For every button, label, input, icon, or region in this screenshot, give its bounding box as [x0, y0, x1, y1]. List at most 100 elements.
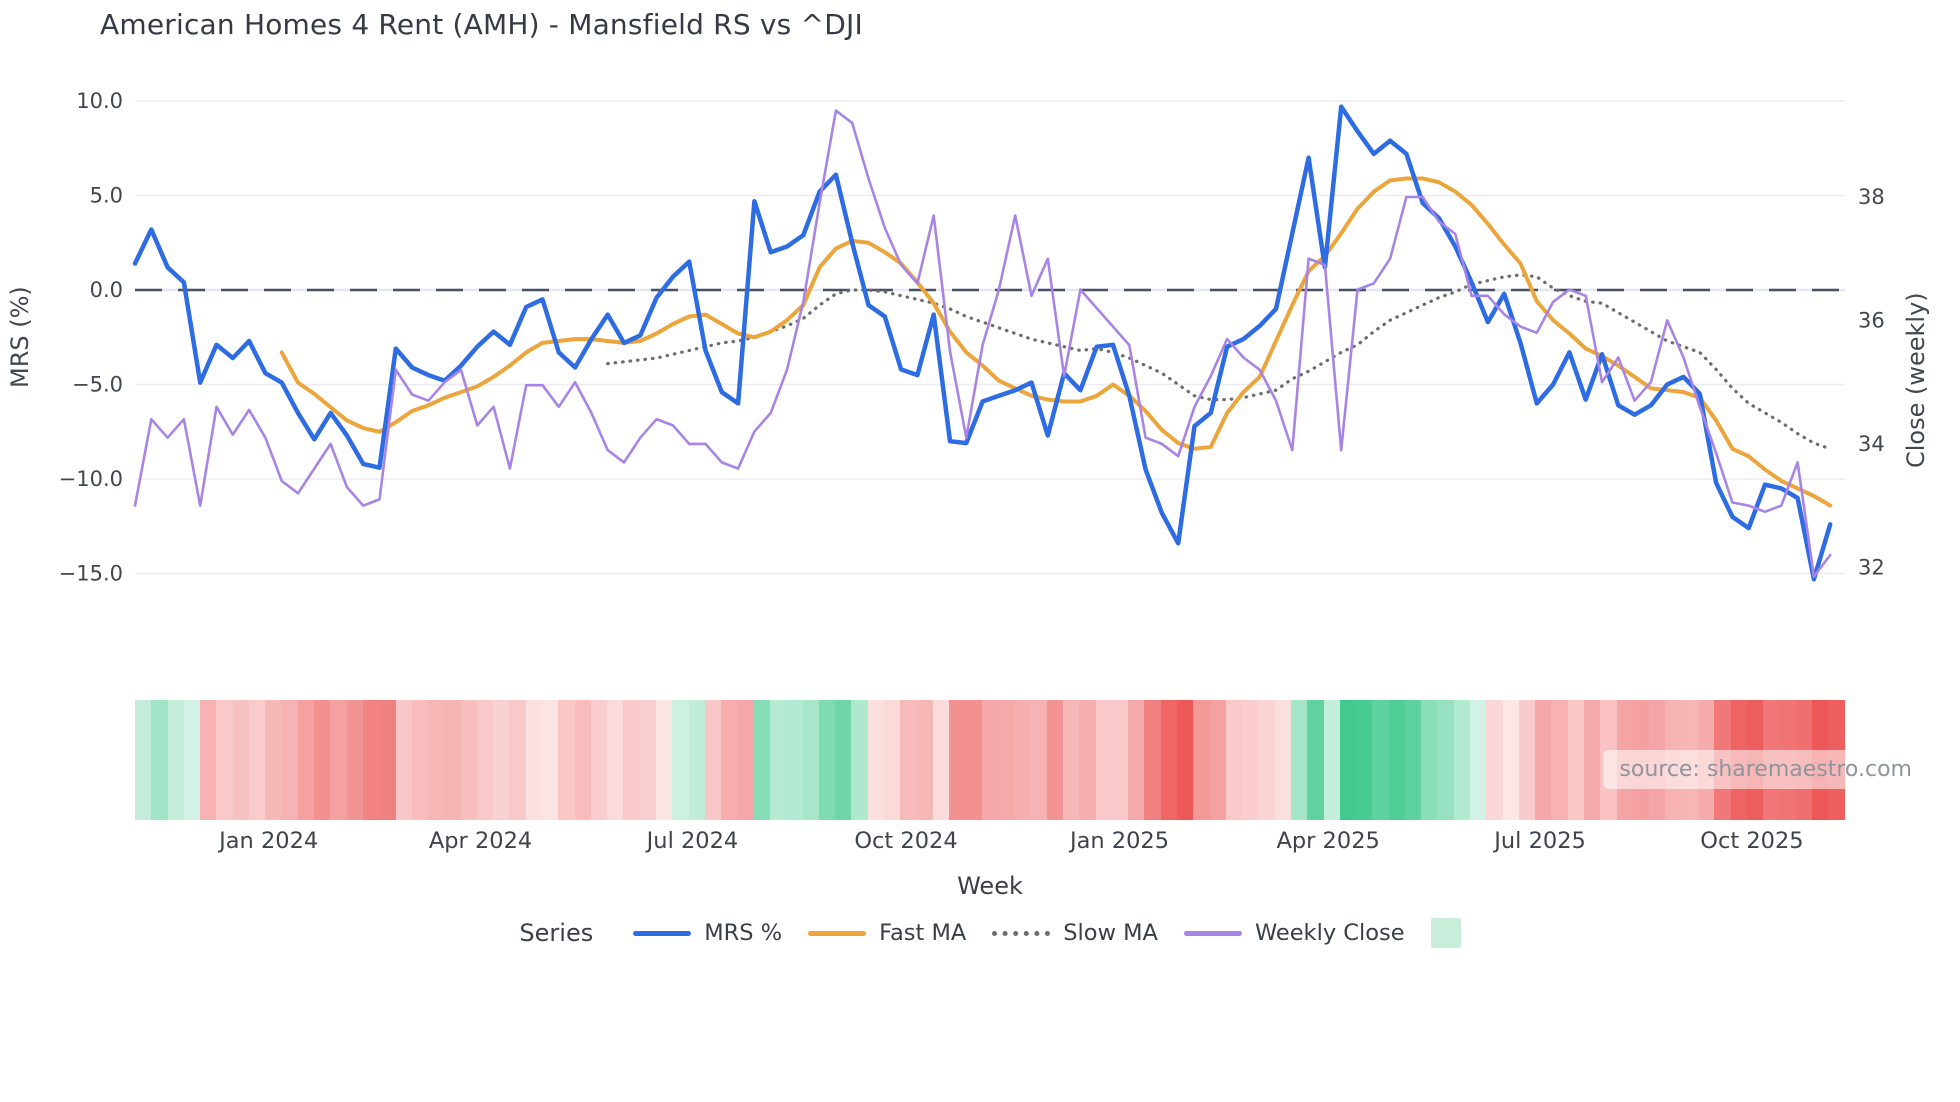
- y-right-tick-label: 34: [1858, 432, 1885, 456]
- heatmap-band: [1144, 700, 1161, 820]
- heatmap-band: [135, 700, 152, 820]
- heatmap-band: [379, 700, 396, 820]
- y-left-tick-label: −5.0: [72, 373, 123, 397]
- watermark: source: sharemaestro.com: [1603, 750, 1928, 789]
- heatmap-band: [476, 700, 494, 820]
- heatmap-band: [981, 700, 998, 820]
- heatmap-band: [1470, 700, 1487, 820]
- y-left-tick-label: −15.0: [59, 562, 123, 586]
- legend-item-weekly-close[interactable]: Weekly Close: [1183, 920, 1405, 946]
- y-left-tick-label: 0.0: [90, 278, 123, 302]
- heatmap-band: [1079, 700, 1096, 820]
- x-tick-label: Apr 2025: [1276, 828, 1380, 854]
- heatmap-band: [314, 700, 331, 820]
- heatmap-band: [1437, 700, 1454, 820]
- heatmap-band: [1356, 700, 1373, 820]
- heatmap-band: [330, 700, 347, 820]
- heatmap-band: [818, 700, 836, 820]
- weekly-heatmap-strip: [135, 700, 1845, 820]
- heatmap-band: [346, 700, 363, 820]
- heatmap-band: [1177, 700, 1194, 820]
- heatmap-band: [493, 700, 510, 820]
- y-right-tick-label: 38: [1858, 185, 1885, 209]
- legend-item-slow-ma[interactable]: Slow MA: [992, 920, 1158, 946]
- legend-item-heatmap[interactable]: [1430, 918, 1461, 948]
- heatmap-band: [232, 700, 249, 820]
- heatmap-band: [200, 700, 217, 820]
- heatmap-band: [558, 700, 575, 820]
- heatmap-band: [965, 700, 982, 820]
- heatmap-band: [590, 700, 608, 820]
- legend-item-mrs[interactable]: MRS %: [633, 920, 782, 946]
- y-left-tick-label: 5.0: [90, 184, 123, 208]
- heatmap-band: [1502, 700, 1519, 820]
- heatmap-band: [183, 700, 201, 820]
- heatmap-band: [1518, 700, 1536, 820]
- heatmap-band: [1095, 700, 1112, 820]
- slow-ma-dotted-swatch-icon: [992, 930, 1051, 936]
- heatmap-band: [1030, 700, 1047, 820]
- heatmap-band: [1014, 700, 1031, 820]
- heatmap-band: [1388, 700, 1405, 820]
- heatmap-band: [167, 700, 184, 820]
- heatmap-band: [639, 700, 656, 820]
- y-right-tick-label: 36: [1858, 308, 1885, 332]
- heatmap-band: [1453, 700, 1471, 820]
- heatmap-band: [525, 700, 543, 820]
- x-tick-label: Oct 2025: [1700, 828, 1804, 854]
- heatmap-band: [1307, 700, 1324, 820]
- heatmap-band: [1225, 700, 1243, 820]
- series-line-fast-ma: [279, 176, 1833, 508]
- heatmap-band: [297, 700, 315, 820]
- series-line-mrs-: [132, 104, 1833, 582]
- heatmap-band: [721, 700, 738, 820]
- heatmap-band: [883, 700, 901, 820]
- heatmap-band: [1535, 700, 1552, 820]
- heatmap-band: [1323, 700, 1340, 820]
- x-axis-title: Week: [957, 872, 1023, 900]
- series-line-slow-ma: [606, 273, 1832, 451]
- x-tick-label: Jul 2024: [646, 828, 739, 854]
- heatmap-band: [1339, 700, 1357, 820]
- heatmap-band: [753, 700, 770, 820]
- heatmap-band: [704, 700, 722, 820]
- heatmap-band: [997, 700, 1015, 820]
- chart-title: American Homes 4 Rent (AMH) - Mansfield …: [100, 8, 863, 41]
- fast-ma-line-swatch-icon: [808, 930, 867, 936]
- x-axis-tick-labels: Jan 2024 Apr 2024 Jul 2024 Oct 2024 Jan 2025…: [0, 828, 1960, 858]
- heatmap-band: [1421, 700, 1438, 820]
- series-line-weekly-close: [133, 109, 1832, 578]
- heatmap-band: [248, 700, 266, 820]
- heatmap-band: [786, 700, 803, 820]
- heatmap-band: [1551, 700, 1568, 820]
- heatmap-band: [916, 700, 933, 820]
- heatmap-band: [737, 700, 754, 820]
- x-tick-label: Jan 2024: [219, 828, 319, 854]
- heatmap-band: [1486, 700, 1503, 820]
- mrs-line-swatch-icon: [633, 930, 692, 936]
- heatmap-band: [851, 700, 868, 820]
- legend: Series MRS % Fast MA Slow MA Weekly Clos…: [135, 918, 1845, 948]
- heatmap-band: [1290, 700, 1308, 820]
- legend-title: Series: [519, 919, 594, 947]
- heatmap-band: [1063, 700, 1080, 820]
- heatmap-band: [411, 700, 429, 820]
- y-right-tick-label: 32: [1858, 555, 1885, 579]
- heatmap-band: [542, 700, 559, 820]
- right-axis-title: Close (weekly): [1902, 292, 1930, 468]
- heatmap-band: [151, 700, 168, 820]
- heatmap-band: [1209, 700, 1226, 820]
- heatmap-band: [688, 700, 705, 820]
- legend-item-fast-ma[interactable]: Fast MA: [808, 920, 966, 946]
- y-left-tick-label: 10.0: [76, 89, 123, 113]
- heatmap-band: [1128, 700, 1145, 820]
- heatmap-band: [1404, 700, 1422, 820]
- heatmap-band: [867, 700, 884, 820]
- heatmap-band: [1372, 700, 1389, 820]
- heatmap-band: [835, 700, 852, 820]
- weekly-close-line-swatch-icon: [1183, 930, 1242, 936]
- x-tick-label: Apr 2024: [428, 828, 533, 854]
- heatmap-band: [265, 700, 282, 820]
- heatmap-band: [395, 700, 412, 820]
